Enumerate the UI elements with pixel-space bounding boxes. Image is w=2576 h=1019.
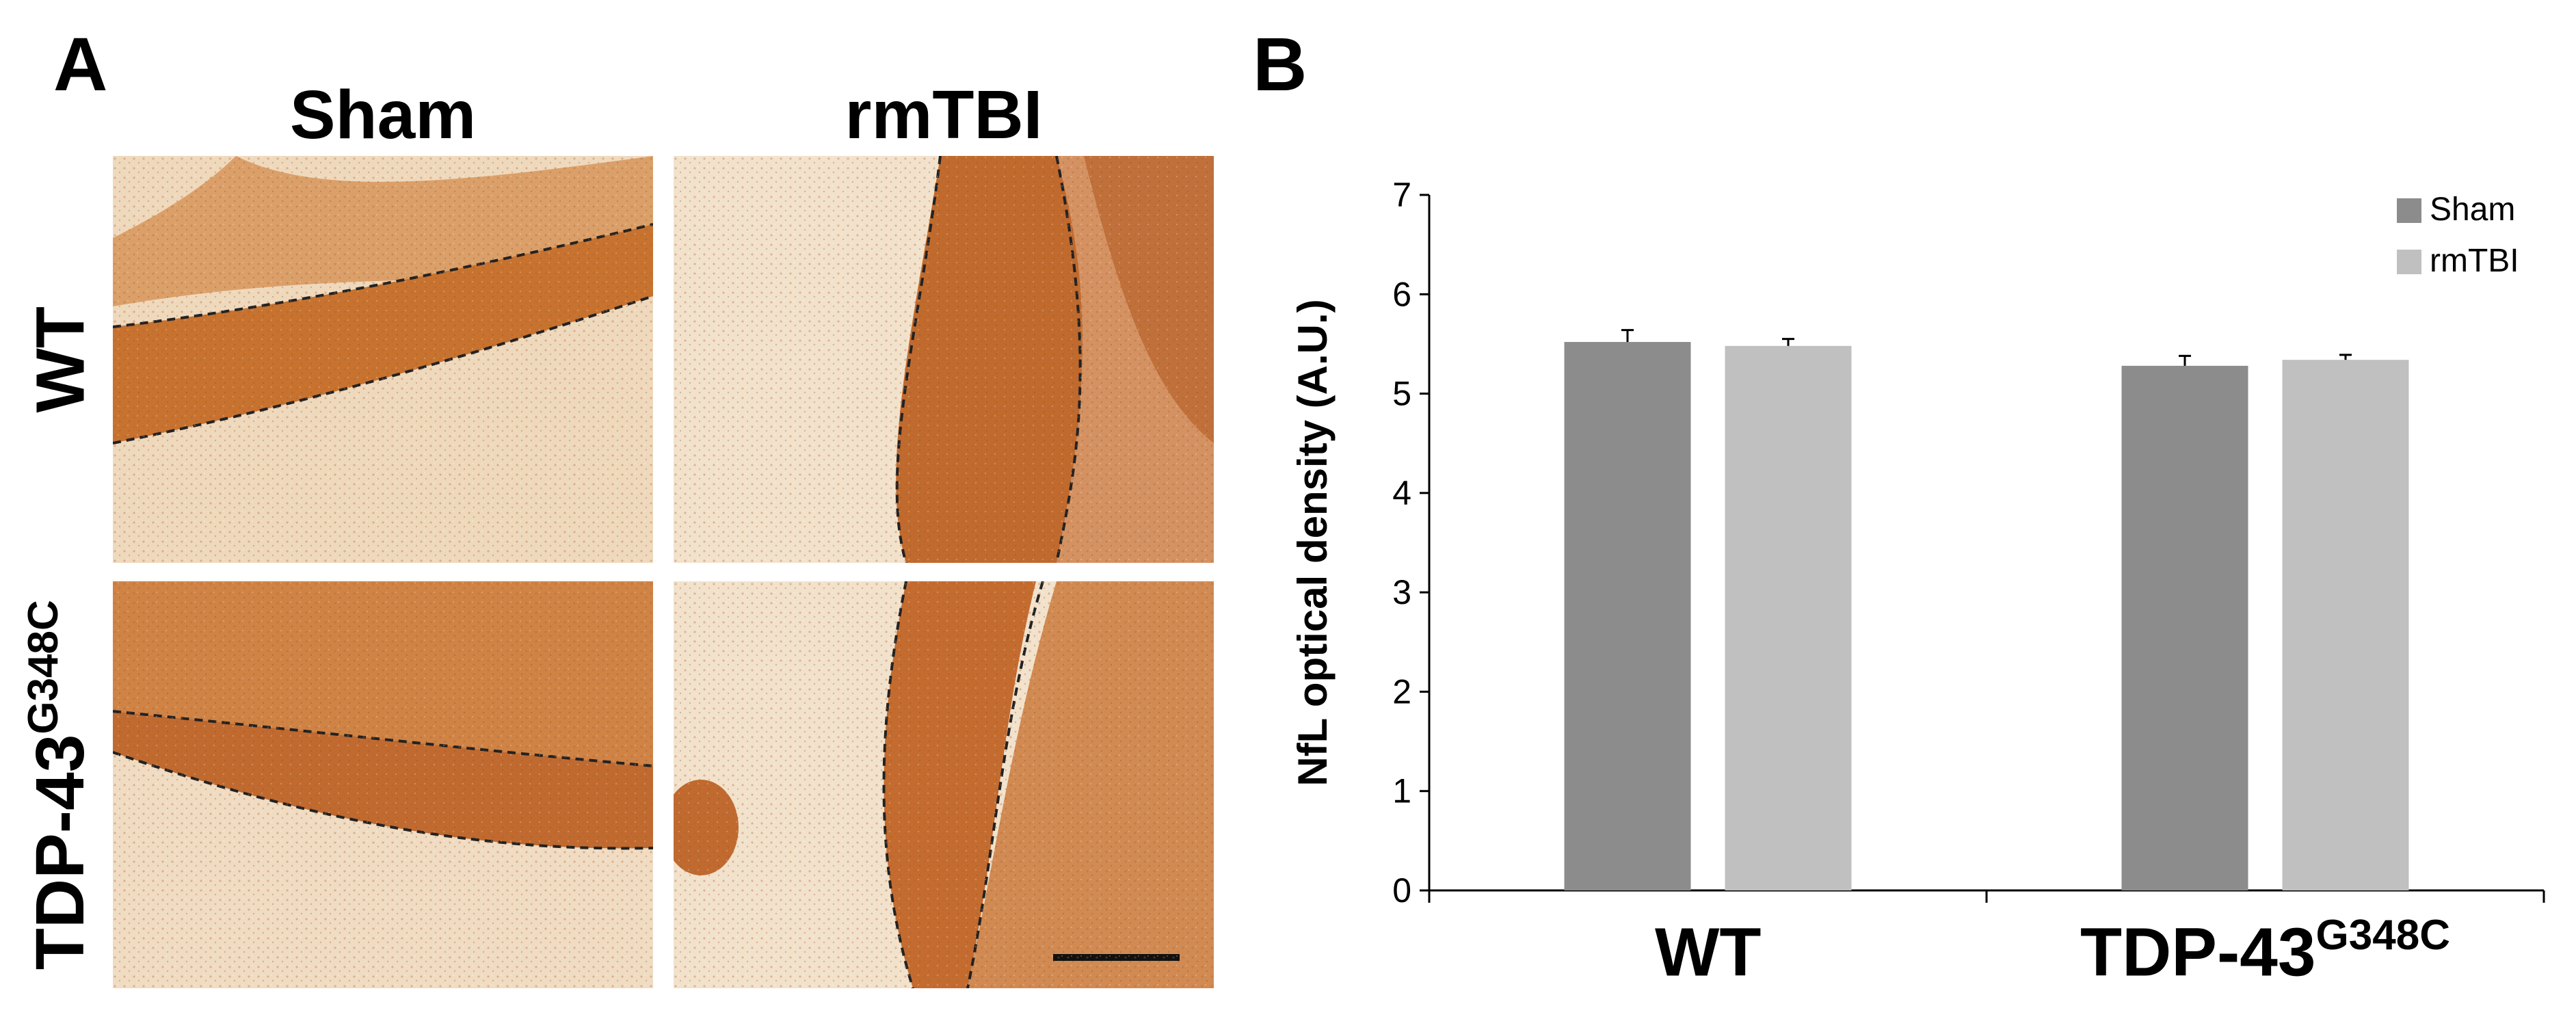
legend-label-rmtbi: rmTBI <box>2430 243 2519 279</box>
y-tick-label: 1 <box>1392 772 1411 810</box>
y-tick-label: 5 <box>1392 375 1411 413</box>
bar-sham-1 <box>2121 365 2248 890</box>
bar-rmtbi-1 <box>2282 360 2409 890</box>
column-header-sham: Sham <box>289 77 477 153</box>
y-tick-label: 2 <box>1392 672 1411 711</box>
y-tick-label: 4 <box>1392 474 1411 512</box>
y-tick-label: 3 <box>1392 573 1411 611</box>
micrograph-tdp43-sham <box>113 581 653 988</box>
column-header-rmtbi: rmTBI <box>845 77 1043 153</box>
category-label-tdp43: TDP-43G348C <box>2080 912 2450 991</box>
legend-swatch-rmtbi <box>2397 250 2421 274</box>
legend-label-sham: Sham <box>2430 191 2515 228</box>
category-label-wt: WT <box>1655 914 1762 991</box>
micrograph-wt-rmtbi <box>674 156 1214 563</box>
panel-b-letter: B <box>1253 23 1307 107</box>
bar-sham-0 <box>1564 342 1691 891</box>
row-header-wt: WT <box>21 306 98 412</box>
y-tick-label: 0 <box>1392 871 1411 910</box>
micrograph-wt-sham <box>113 156 653 563</box>
micrograph-tdp43-rmtbi <box>674 581 1214 988</box>
bar-chart: 0 1 2 3 4 5 6 7 NfL optical density (A.U.) Sham rm… <box>1290 176 2545 910</box>
y-axis-label: NfL optical density (A.U.) <box>1290 299 1336 786</box>
y-tick-label: 7 <box>1392 176 1411 214</box>
row-header-tdp43: TDP-43G348C <box>19 599 98 970</box>
legend-swatch-sham <box>2397 198 2421 223</box>
y-tick-label: 6 <box>1392 275 1411 313</box>
panel-a-letter: A <box>53 23 108 107</box>
bar-rmtbi-0 <box>1725 345 1852 890</box>
